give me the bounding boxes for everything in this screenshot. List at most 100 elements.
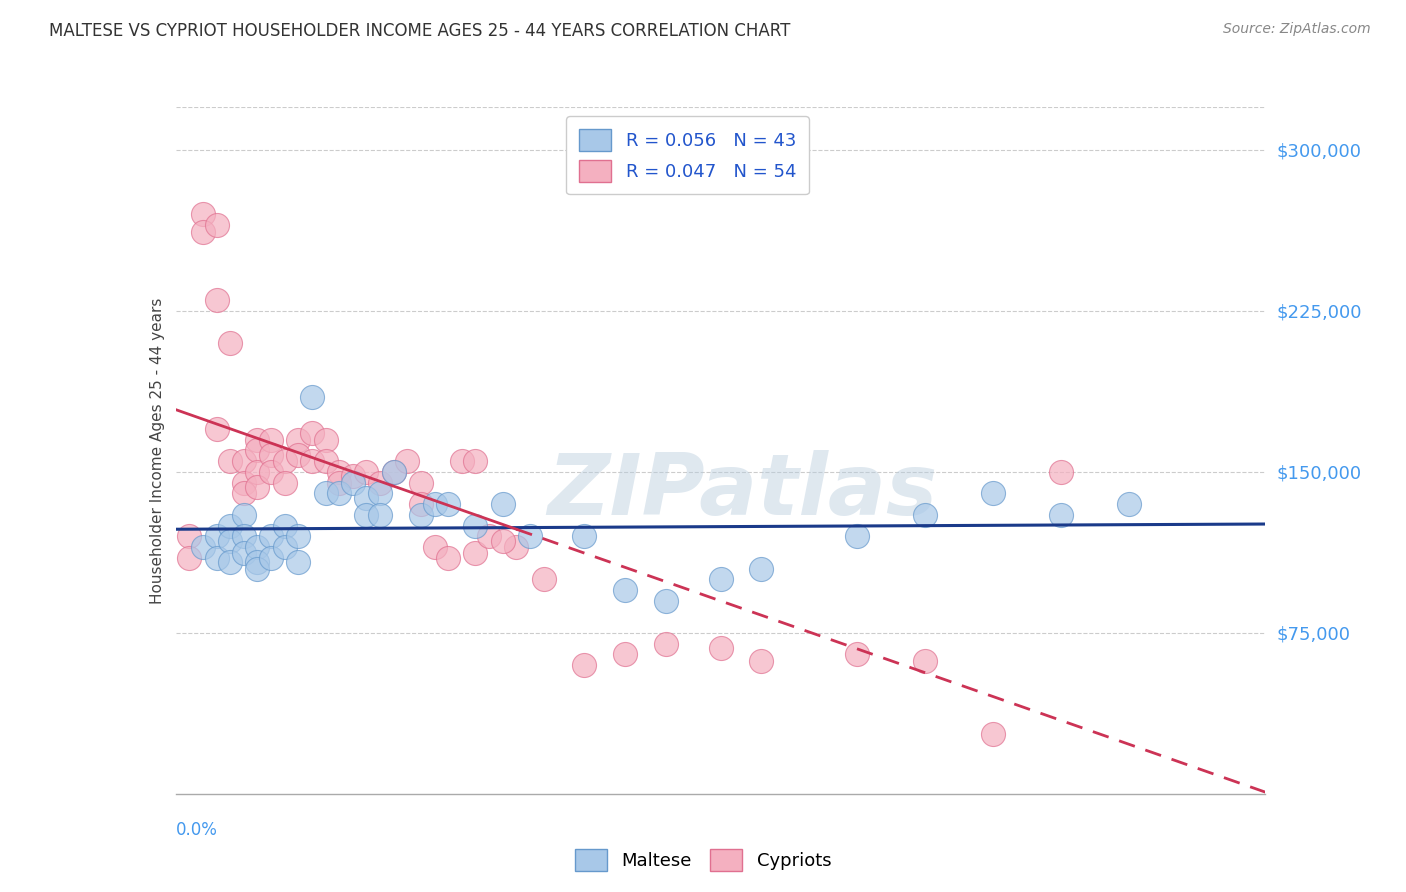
Point bbox=[219, 518, 242, 533]
Point bbox=[382, 465, 405, 479]
Point bbox=[464, 454, 486, 468]
Point bbox=[260, 529, 283, 543]
Text: MALTESE VS CYPRIOT HOUSEHOLDER INCOME AGES 25 - 44 YEARS CORRELATION CHART: MALTESE VS CYPRIOT HOUSEHOLDER INCOME AG… bbox=[49, 22, 790, 40]
Point bbox=[914, 654, 936, 668]
Point bbox=[287, 529, 309, 543]
Point bbox=[356, 491, 378, 505]
Point bbox=[301, 454, 323, 468]
Y-axis label: Householder Income Ages 25 - 44 years: Householder Income Ages 25 - 44 years bbox=[149, 297, 165, 604]
Point bbox=[505, 540, 527, 554]
Point bbox=[315, 454, 337, 468]
Point bbox=[287, 448, 309, 462]
Point bbox=[614, 648, 637, 662]
Legend: R = 0.056   N = 43, R = 0.047   N = 54: R = 0.056 N = 43, R = 0.047 N = 54 bbox=[567, 116, 808, 194]
Point bbox=[478, 529, 501, 543]
Point bbox=[191, 540, 214, 554]
Point bbox=[232, 486, 254, 500]
Point bbox=[301, 390, 323, 404]
Point bbox=[710, 640, 733, 655]
Point bbox=[179, 529, 201, 543]
Point bbox=[246, 561, 269, 575]
Point bbox=[274, 540, 297, 554]
Text: 0.0%: 0.0% bbox=[176, 822, 218, 839]
Point bbox=[246, 540, 269, 554]
Point bbox=[1050, 465, 1073, 479]
Point bbox=[328, 486, 350, 500]
Point bbox=[845, 529, 868, 543]
Point bbox=[914, 508, 936, 522]
Point bbox=[219, 336, 242, 351]
Point bbox=[260, 433, 283, 447]
Point bbox=[274, 475, 297, 490]
Point bbox=[1118, 497, 1140, 511]
Point bbox=[274, 518, 297, 533]
Point bbox=[382, 465, 405, 479]
Point bbox=[368, 486, 391, 500]
Point bbox=[409, 508, 432, 522]
Text: ZIPatlas: ZIPatlas bbox=[547, 450, 938, 533]
Point bbox=[246, 480, 269, 494]
Point bbox=[342, 475, 364, 490]
Point bbox=[356, 465, 378, 479]
Text: Source: ZipAtlas.com: Source: ZipAtlas.com bbox=[1223, 22, 1371, 37]
Point bbox=[437, 550, 460, 565]
Point bbox=[246, 555, 269, 569]
Point bbox=[464, 518, 486, 533]
Point bbox=[232, 454, 254, 468]
Point bbox=[287, 433, 309, 447]
Point bbox=[710, 572, 733, 586]
Point bbox=[315, 486, 337, 500]
Point bbox=[219, 555, 242, 569]
Point bbox=[492, 497, 515, 511]
Point bbox=[191, 207, 214, 221]
Point bbox=[409, 497, 432, 511]
Point bbox=[492, 533, 515, 548]
Point bbox=[450, 454, 472, 468]
Point bbox=[1050, 508, 1073, 522]
Point bbox=[981, 486, 1004, 500]
Point bbox=[845, 648, 868, 662]
Point bbox=[409, 475, 432, 490]
Legend: Maltese, Cypriots: Maltese, Cypriots bbox=[567, 842, 839, 879]
Point bbox=[260, 465, 283, 479]
Point bbox=[423, 497, 446, 511]
Point bbox=[368, 475, 391, 490]
Point bbox=[437, 497, 460, 511]
Point bbox=[232, 508, 254, 522]
Point bbox=[655, 593, 678, 607]
Point bbox=[232, 529, 254, 543]
Point bbox=[246, 443, 269, 458]
Point bbox=[260, 448, 283, 462]
Point bbox=[574, 529, 596, 543]
Point bbox=[356, 508, 378, 522]
Point bbox=[205, 218, 228, 232]
Point bbox=[519, 529, 541, 543]
Point bbox=[205, 422, 228, 436]
Point bbox=[423, 540, 446, 554]
Point bbox=[396, 454, 419, 468]
Point bbox=[655, 637, 678, 651]
Point bbox=[328, 475, 350, 490]
Point bbox=[751, 561, 773, 575]
Point bbox=[179, 550, 201, 565]
Point bbox=[464, 546, 486, 561]
Point bbox=[287, 555, 309, 569]
Point bbox=[246, 433, 269, 447]
Point bbox=[191, 225, 214, 239]
Point bbox=[751, 654, 773, 668]
Point bbox=[219, 533, 242, 548]
Point bbox=[274, 454, 297, 468]
Point bbox=[315, 433, 337, 447]
Point bbox=[219, 454, 242, 468]
Point bbox=[574, 658, 596, 673]
Point bbox=[342, 469, 364, 483]
Point bbox=[328, 465, 350, 479]
Point bbox=[232, 475, 254, 490]
Point bbox=[981, 727, 1004, 741]
Point bbox=[246, 465, 269, 479]
Point bbox=[260, 550, 283, 565]
Point bbox=[205, 529, 228, 543]
Point bbox=[301, 426, 323, 441]
Point bbox=[205, 293, 228, 308]
Point bbox=[232, 546, 254, 561]
